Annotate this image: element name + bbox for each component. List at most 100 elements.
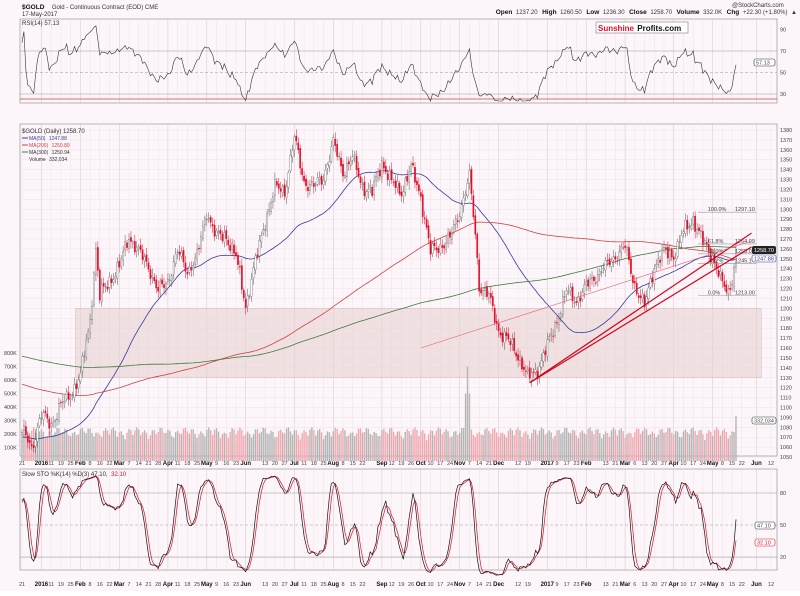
candle-body [252,267,255,279]
x-axis-label: 21 [612,461,618,467]
volume-bar [141,432,144,461]
candle-body [680,235,683,243]
candle-body [381,160,383,177]
candle-body [285,186,288,198]
candle-body [484,288,486,292]
x-axis-label: 12 [515,582,521,588]
rsi-indicator [20,25,777,102]
candle-body [472,195,475,218]
volume-bar [280,429,282,461]
volume-bar [616,435,619,461]
candle-body [132,241,134,244]
volume-bar [431,430,434,461]
candle-body [26,435,29,443]
candle-body [421,194,424,217]
candle-body [256,254,259,257]
candle-body [260,235,263,243]
volume-bar [153,430,155,461]
volume-bar [118,432,120,461]
volume-bar [420,431,422,461]
volume-bar [44,437,47,461]
volume-bar [233,429,235,461]
candle-body [546,339,549,357]
candle-body [624,245,626,248]
candle-body [106,286,109,290]
candle-body [491,296,494,307]
volume-bar [281,432,284,461]
candle-body [583,284,586,294]
volume-bar [46,436,48,461]
volume-bar [322,439,325,461]
x-axis-label: May [707,582,719,588]
fibonacci-retracement: 100.0% 1297.10 61.8% 1264.99 50.0% 1255.06 38.… [698,207,757,296]
trendline [529,246,752,384]
volume-bar [143,430,146,461]
volume-bar [459,432,461,461]
ma300-legend: MA(300) 1250.94 [29,150,70,156]
x-axis-label: 14 [136,461,142,467]
volume-bar [81,427,84,461]
volume-bar [624,437,626,461]
price-axis-label: 1130 [780,376,792,382]
candle-body [507,333,510,340]
volume-bar [684,429,687,461]
volume-axis-label: 800K [4,351,17,357]
candle-body [79,372,82,382]
svg-text:47.10: 47.10 [757,524,771,530]
volume-bar [482,435,484,461]
candle-body [336,144,339,157]
volume-bar [241,429,243,461]
volume-bar [293,430,296,461]
candle-body [367,188,370,193]
volume-bar [569,433,572,461]
stochastic-axis-label: 80 [780,491,786,497]
candle-body [67,392,70,400]
volume-bar [89,428,91,461]
x-axis-label: 24 [447,461,453,467]
candle-body [686,220,689,230]
volume-bar [60,432,62,461]
x-axis-label: Mar [620,461,631,467]
candle-body [725,284,728,293]
volume-axis-label: 600K [4,378,17,384]
x-axis-label: 26 [408,461,414,467]
volume-bar [682,431,685,461]
rsi-axis-label: 70 [780,49,786,55]
volume-bar [130,430,132,461]
candle-body [416,180,418,185]
volume-bar [538,430,541,461]
x-axis-label: 8 [721,461,724,467]
volume-bar [486,427,488,461]
x-axis-label: 22 [106,461,112,467]
volume-axis-label: 400K [4,405,17,411]
candle-body [721,272,724,282]
candle-body [163,284,165,288]
candle-body [316,177,319,185]
candle-body [77,379,80,389]
candle-body [544,350,547,355]
volume-bar [626,434,628,461]
candle-body [542,352,545,362]
candle-body [190,268,193,271]
volume-bar [723,428,726,461]
x-axis-label: 19 [58,461,64,467]
x-axis-label: 16 [97,582,103,588]
volume-bar [661,429,663,461]
candle-body [525,370,527,372]
x-axis-label: 25 [194,461,200,467]
x-axis-label: 18 [311,461,317,467]
candle-body [204,218,206,226]
x-axis-label: 12 [515,461,521,467]
candle-body [727,288,730,295]
candle-body [155,279,158,289]
price-axis-label: 1260 [780,247,792,253]
volume-bar [243,435,245,461]
candle-body [429,239,432,255]
x-axis-label: Sep [376,582,387,588]
volume-bars [21,366,737,461]
volume-bar [355,433,358,461]
price-axis-label: 1060 [780,445,792,451]
candle-body [188,266,191,273]
volume-bar [71,433,74,461]
high-label: High [542,9,556,16]
